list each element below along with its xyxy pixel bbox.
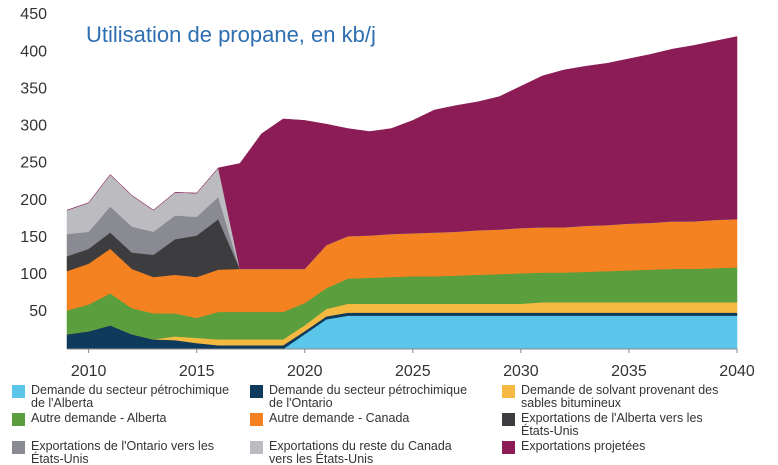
legend-label: Autre demande - Canada <box>269 411 410 425</box>
x-tick-label: 2015 <box>179 363 215 380</box>
legend-label: Exportations de l'Alberta vers les États… <box>521 411 703 438</box>
legend-label: Demande de solvant provenant des sables … <box>521 383 719 410</box>
legend-swatch <box>250 385 263 398</box>
y-tick-label: 400 <box>20 43 47 60</box>
legend: Demande du secteur pétrochimique de l'Al… <box>12 384 770 465</box>
legend-swatch <box>12 413 25 426</box>
legend-item: Exportations du reste du Canada vers les… <box>250 440 502 465</box>
legend-item: Exportations projetées <box>502 440 770 465</box>
legend-label: Exportations du reste du Canada vers les… <box>269 439 452 465</box>
y-tick-label: 450 <box>20 6 47 23</box>
legend-label: Demande du secteur pétrochimique de l'On… <box>269 383 468 410</box>
legend-swatch <box>12 385 25 398</box>
y-tick-label: 150 <box>20 229 47 246</box>
y-tick-label: 100 <box>20 266 47 283</box>
y-tick-label: 300 <box>20 118 47 135</box>
legend-item: Autre demande - Alberta <box>12 412 250 438</box>
y-tick-label: 200 <box>20 192 47 209</box>
legend-item: Exportations de l'Alberta vers les États… <box>502 412 770 438</box>
x-tick-label: 2030 <box>503 363 539 380</box>
legend-item: Demande du secteur pétrochimique de l'Al… <box>12 384 250 410</box>
legend-item: Autre demande - Canada <box>250 412 502 438</box>
x-tick-label: 2040 <box>719 363 755 380</box>
chart-title: Utilisation de propane, en kb/j <box>86 22 376 47</box>
legend-swatch <box>250 441 263 454</box>
legend-swatch <box>502 413 515 426</box>
y-tick-label: 250 <box>20 155 47 172</box>
legend-label: Exportations projetées <box>521 439 646 453</box>
legend-swatch <box>12 441 25 454</box>
legend-swatch <box>502 385 515 398</box>
legend-swatch <box>250 413 263 426</box>
legend-item: Exportations de l'Ontario vers les États… <box>12 440 250 465</box>
legend-item: Demande du secteur pétrochimique de l'On… <box>250 384 502 410</box>
x-tick-label: 2025 <box>395 363 431 380</box>
x-tick-label: 2035 <box>611 363 647 380</box>
legend-label: Exportations de l'Ontario vers les États… <box>31 439 215 465</box>
legend-item: Demande de solvant provenant des sables … <box>502 384 770 410</box>
x-tick-label: 2020 <box>287 363 323 380</box>
chart: Utilisation de propane, en kb/j 50 100 150… <box>20 6 755 380</box>
legend-label: Autre demande - Alberta <box>31 411 167 425</box>
legend-swatch <box>502 441 515 454</box>
y-tick-label: 350 <box>20 80 47 97</box>
x-tick-label: 2010 <box>71 363 107 380</box>
area <box>66 36 738 270</box>
y-tick-label: 50 <box>29 303 47 320</box>
legend-label: Demande du secteur pétrochimique de l'Al… <box>31 383 230 410</box>
